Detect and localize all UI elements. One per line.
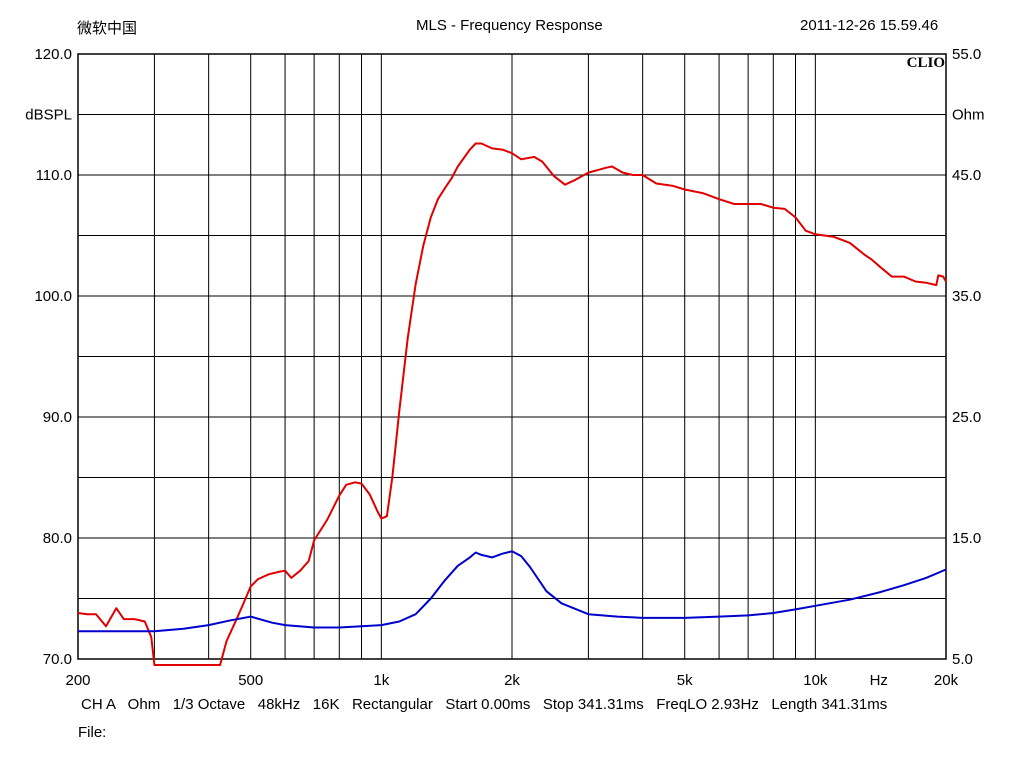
spl-curve	[77, 142, 947, 666]
x-tick-label: 2k	[504, 672, 520, 689]
x-tick-label: 1k	[373, 672, 389, 689]
clio-logo: CLIO	[907, 55, 945, 71]
plot-frame	[77, 53, 947, 660]
y-left-tick-label: 120.0	[34, 46, 72, 63]
y-right-tick-label: 45.0	[952, 167, 981, 184]
y-right-tick-label: 5.0	[952, 651, 973, 668]
file-label: File:	[78, 724, 107, 741]
y-left-tick-label: 90.0	[43, 409, 72, 426]
y-right-tick-label: 25.0	[952, 409, 981, 426]
y-right-tick-label: 35.0	[952, 288, 981, 305]
x-unit-label: Hz	[870, 672, 888, 689]
x-tick-label: 200	[65, 672, 90, 689]
y-right-unit-label: Ohm	[952, 107, 985, 124]
chart-title: MLS - Frequency Response	[416, 17, 603, 34]
x-tick-label: 20k	[934, 672, 959, 689]
timestamp: 2011-12-26 15.59.46	[800, 17, 939, 34]
y-left-tick-label: 110.0	[36, 167, 72, 184]
y-left-tick-label: 80.0	[43, 530, 72, 547]
y-right-tick-label: 15.0	[952, 530, 981, 547]
x-tick-label: 10k	[803, 672, 828, 689]
y-left-tick-label: 70.0	[43, 651, 72, 668]
measurement-settings-line: CH A Ohm 1/3 Octave 48kHz 16K Rectangula…	[81, 696, 888, 713]
app-label: 微软中国	[77, 20, 138, 37]
y-left-unit-label: dBSPL	[25, 107, 72, 124]
chart-curves	[77, 142, 947, 666]
y-right-tick-label: 55.0	[952, 46, 981, 63]
chart-grid	[77, 53, 947, 660]
axis-labels: 200 500 1k 2k 5k 10k 20k Hz 70.0 80.0 90.0 100.0 110…	[25, 46, 984, 689]
x-tick-label: 500	[238, 672, 263, 689]
x-tick-label: 5k	[677, 672, 693, 689]
y-left-tick-label: 100.0	[34, 288, 72, 305]
impedance-curve	[78, 550, 947, 633]
